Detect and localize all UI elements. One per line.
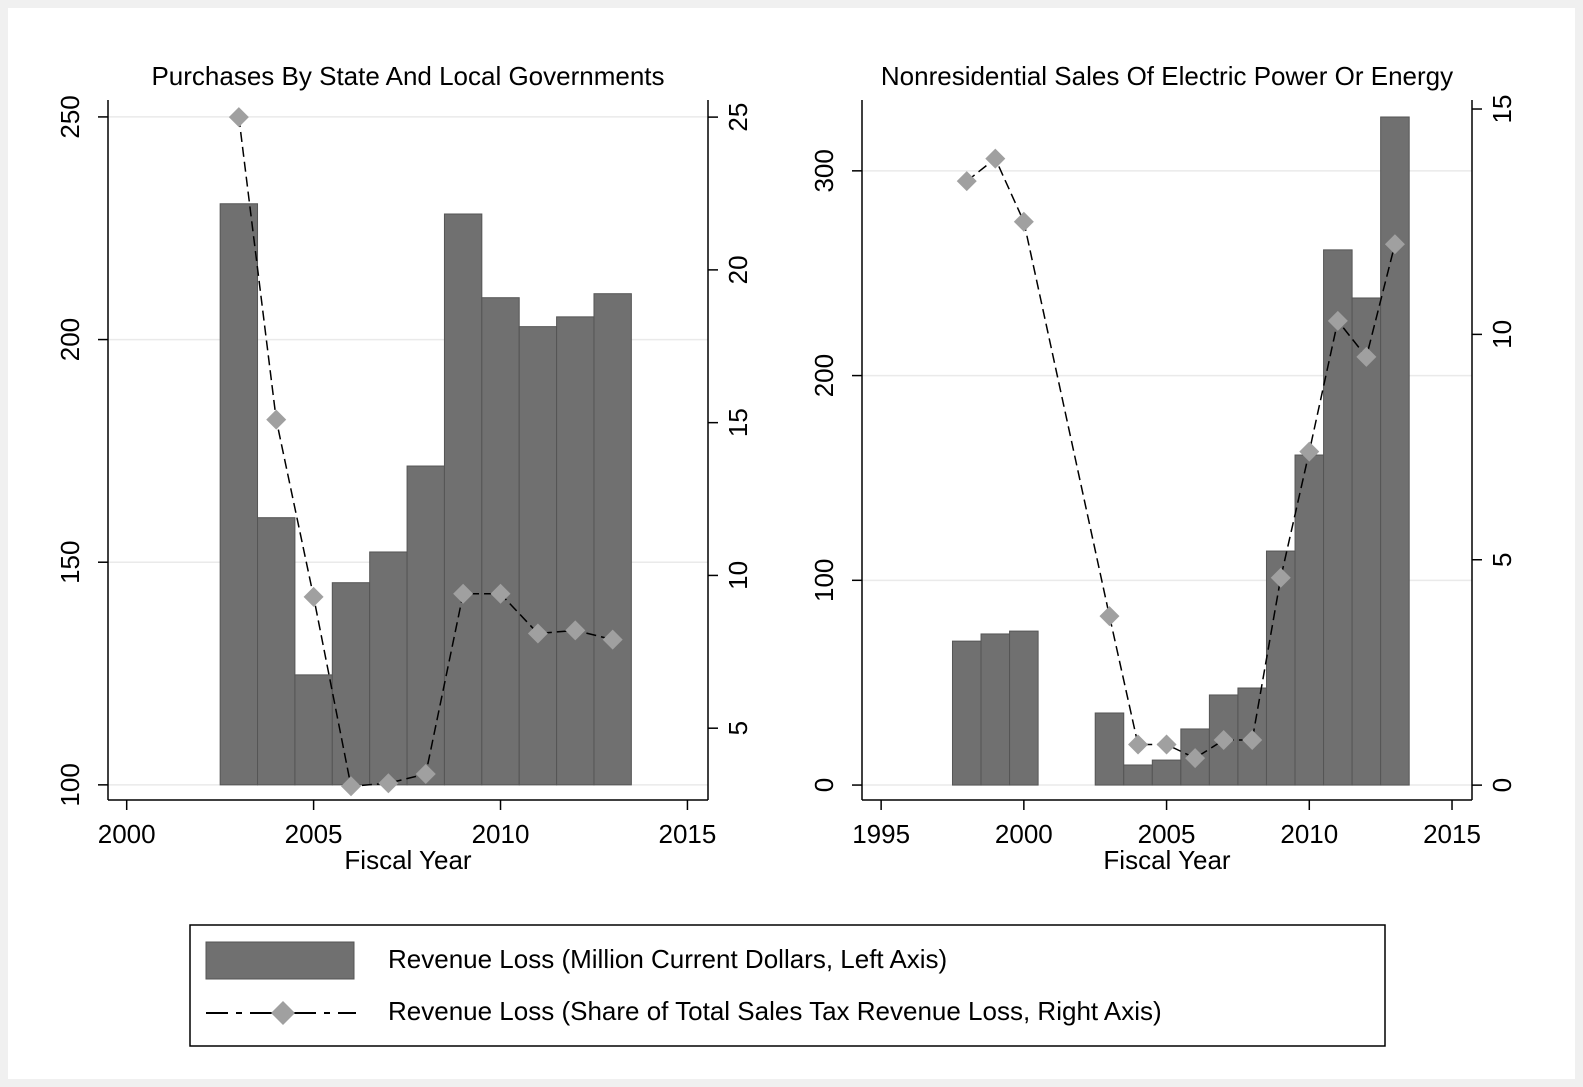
- bar: [980, 633, 1011, 786]
- marker: [1299, 441, 1320, 462]
- y-tick-label: 250: [55, 95, 85, 138]
- marker: [1013, 211, 1034, 232]
- x-axis-title: Fiscal Year: [1103, 845, 1231, 875]
- bar: [1323, 249, 1353, 786]
- marker: [1185, 748, 1206, 769]
- marker: [415, 764, 436, 785]
- marker: [956, 171, 977, 192]
- x-tick-label: 2005: [285, 819, 343, 849]
- bar: [556, 316, 595, 786]
- marker: [1128, 734, 1149, 755]
- bar: [369, 551, 408, 786]
- x-tick-label: 2015: [1423, 819, 1481, 849]
- legend-swatch: [205, 941, 355, 980]
- bar: [406, 465, 445, 786]
- marker: [1270, 567, 1291, 588]
- x-tick-label: 2010: [1280, 819, 1338, 849]
- legend-box: [189, 924, 1386, 1047]
- bar: [1151, 759, 1182, 786]
- y-tick-label: 150: [55, 541, 85, 584]
- x-tick-label: 2010: [472, 819, 530, 849]
- bar: [1294, 454, 1325, 786]
- marker: [453, 583, 474, 604]
- bar: [1094, 712, 1125, 786]
- x-tick-label: 2015: [659, 819, 717, 849]
- bar: [1265, 550, 1296, 786]
- bar: [1380, 116, 1410, 786]
- marker: [228, 107, 249, 128]
- legend-label: Revenue Loss (Million Current Dollars, L…: [388, 944, 947, 974]
- marker: [565, 620, 586, 641]
- marker: [602, 629, 623, 650]
- bar: [593, 293, 632, 786]
- x-tick-label: 1995: [852, 819, 910, 849]
- y-tick-label: 300: [809, 149, 839, 192]
- bar: [518, 326, 558, 786]
- y2-tick-label: 10: [723, 561, 753, 590]
- marker: [1242, 730, 1263, 751]
- x-axis-title: Fiscal Year: [344, 845, 472, 875]
- y2-tick-label: 5: [1487, 553, 1517, 567]
- marker: [527, 623, 548, 644]
- marker: [1384, 234, 1405, 255]
- y2-tick-label: 15: [1487, 95, 1517, 124]
- bar: [951, 640, 982, 786]
- marker: [985, 148, 1006, 169]
- bar: [1123, 764, 1153, 786]
- marker: [490, 583, 511, 604]
- line: [966, 157, 1396, 759]
- legend-marker: [271, 1001, 295, 1025]
- x-tick-label: 2000: [98, 819, 156, 849]
- bar: [1351, 297, 1382, 786]
- y2-tick-label: 10: [1487, 320, 1517, 349]
- bar: [1009, 630, 1039, 786]
- x-tick-label: 2005: [1138, 819, 1196, 849]
- y2-tick-label: 25: [723, 103, 753, 132]
- marker: [266, 409, 287, 430]
- marker: [1327, 310, 1348, 331]
- marker: [1099, 606, 1120, 627]
- marker: [303, 586, 324, 607]
- y2-tick-label: 20: [723, 255, 753, 284]
- marker: [1356, 346, 1377, 367]
- y-tick-label: 100: [809, 559, 839, 602]
- bar: [331, 582, 371, 786]
- y-tick-label: 0: [809, 778, 839, 792]
- marker: [378, 773, 399, 794]
- bar: [481, 297, 520, 786]
- y2-tick-label: 0: [1487, 778, 1517, 792]
- chart-title: Purchases By State And Local Governments: [151, 61, 664, 91]
- y-tick-label: 100: [55, 763, 85, 806]
- y2-tick-label: 15: [723, 408, 753, 437]
- marker: [1156, 734, 1177, 755]
- chart-title: Nonresidential Sales Of Electric Power O…: [881, 61, 1453, 91]
- bar: [219, 203, 259, 786]
- x-tick-label: 2000: [995, 819, 1053, 849]
- bar: [443, 213, 483, 786]
- y-tick-label: 200: [809, 354, 839, 397]
- y-tick-label: 200: [55, 318, 85, 361]
- y2-tick-label: 5: [723, 721, 753, 735]
- marker: [340, 776, 361, 797]
- legend-label: Revenue Loss (Share of Total Sales Tax R…: [388, 996, 1162, 1026]
- marker: [1213, 730, 1234, 751]
- bar: [257, 517, 296, 786]
- bar: [294, 674, 333, 786]
